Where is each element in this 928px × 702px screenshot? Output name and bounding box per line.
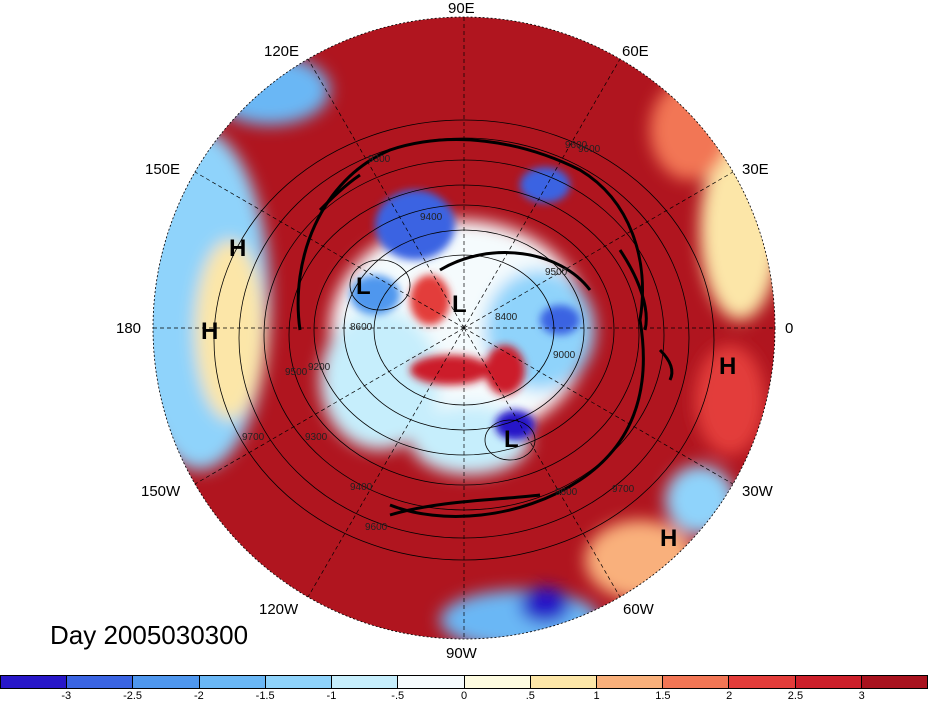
low-center: L xyxy=(504,426,519,453)
low-center: L xyxy=(452,291,467,318)
colorbar-tick-label: 2.5 xyxy=(787,690,804,702)
lon-label-60e: 60E xyxy=(622,43,649,60)
contour-label: 9600 xyxy=(578,144,601,155)
colorbar-tick-label: -3 xyxy=(61,690,72,702)
high-center: H xyxy=(229,235,246,262)
contour-label: 9700 xyxy=(242,432,265,443)
colorbar-box xyxy=(398,676,465,688)
colorbar-box xyxy=(199,676,266,688)
contour-label: 9400 xyxy=(350,482,373,493)
map-border xyxy=(152,16,776,640)
colorbar-box xyxy=(265,676,333,688)
colorbar-tick-label: 1 xyxy=(593,690,600,702)
map-title: Day 2005030300 xyxy=(50,620,249,650)
colorbar-tick-label: -.5 xyxy=(391,690,405,702)
colorbar-box xyxy=(133,676,200,688)
high-center: H xyxy=(719,353,736,380)
colorbar xyxy=(0,675,928,689)
contour-label: 9600 xyxy=(555,487,578,498)
contour-label: 9500 xyxy=(545,267,568,278)
colorbar-tick-label: -2.5 xyxy=(123,690,143,702)
colorbar-box xyxy=(530,676,597,688)
colorbar-tick-label: 2 xyxy=(726,690,733,702)
contour-label: 9600 xyxy=(365,522,388,533)
colorbar-tick-label: .5 xyxy=(525,690,535,702)
contour-label: 9700 xyxy=(612,484,635,495)
lon-label-120e: 120E xyxy=(264,43,299,60)
anomaly-field xyxy=(153,17,775,639)
contour-label: 9200 xyxy=(308,362,331,373)
lon-label-150w: 150W xyxy=(141,483,181,500)
colorbar-box xyxy=(67,676,134,688)
colorbar-tick-label: 1.5 xyxy=(655,690,671,702)
colorbar-tick-label: -2 xyxy=(193,690,204,702)
lon-label-30e: 30E xyxy=(742,161,769,178)
lon-label-150e: 150E xyxy=(145,161,180,178)
colorbar-tick-label: 0 xyxy=(460,690,468,702)
contour-label: 8400 xyxy=(495,312,518,323)
lon-label-90w: 90W xyxy=(446,645,478,662)
colorbar-box xyxy=(596,676,664,688)
lon-label-120w: 120W xyxy=(259,601,299,618)
contour-label: 9600 xyxy=(565,140,588,151)
colorbar-tick-label: -1.5 xyxy=(255,690,275,702)
colorbar-box xyxy=(1,676,68,688)
lon-label-60w: 60W xyxy=(623,601,655,618)
lon-label-30w: 30W xyxy=(742,483,774,500)
contour-label: 9300 xyxy=(305,432,328,443)
contour-label: 9000 xyxy=(553,350,576,361)
high-center: H xyxy=(660,525,677,552)
lon-label-180: 180 xyxy=(116,320,141,337)
contour-label: 8600 xyxy=(350,322,373,333)
colorbar-tick-label: -1 xyxy=(326,690,337,702)
colorbar-labels: -3 -2.5 -2 -1.5 -1 -.5 0 .5 1 1.5 2 2.5 3 xyxy=(0,690,928,702)
colorbar-box xyxy=(663,676,730,688)
high-center: H xyxy=(201,318,218,345)
contour-label: 9300 xyxy=(368,154,391,165)
colorbar-box xyxy=(795,676,862,688)
colorbar-tick-label: 3 xyxy=(858,690,865,702)
colorbar-box xyxy=(332,676,399,688)
contour-label: 9500 xyxy=(285,367,308,378)
colorbar-box xyxy=(861,676,928,688)
colorbar-box xyxy=(729,676,796,688)
colorbar-box xyxy=(464,676,531,688)
lon-label-0: 0 xyxy=(785,320,793,337)
low-center: L xyxy=(356,273,371,300)
contour-label: 9400 xyxy=(420,212,443,223)
lon-label-90e: 90E xyxy=(448,0,475,17)
